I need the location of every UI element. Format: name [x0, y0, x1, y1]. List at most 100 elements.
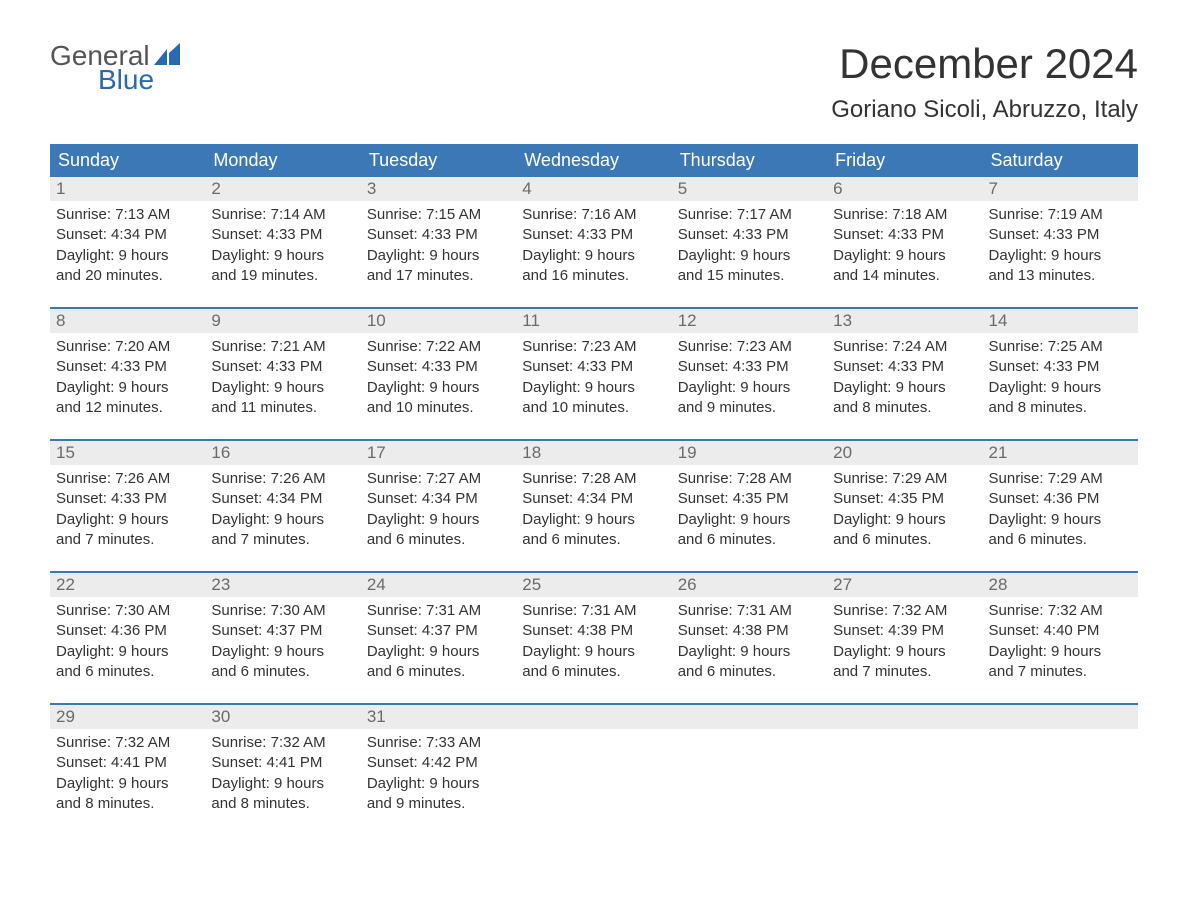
day-line-d2: and 10 minutes.: [367, 398, 510, 418]
day-line-sr: Sunrise: 7:21 AM: [211, 337, 354, 357]
day-line-d1: Daylight: 9 hours: [211, 642, 354, 662]
day-line-sr: Sunrise: 7:22 AM: [367, 337, 510, 357]
day-line-ss: Sunset: 4:33 PM: [211, 357, 354, 377]
day-line-sr: Sunrise: 7:24 AM: [833, 337, 976, 357]
day-cell: 10Sunrise: 7:22 AMSunset: 4:33 PMDayligh…: [361, 309, 516, 429]
day-line-d2: and 13 minutes.: [989, 266, 1132, 286]
day-body: Sunrise: 7:31 AMSunset: 4:38 PMDaylight:…: [672, 597, 827, 690]
day-number: 29: [50, 705, 205, 729]
day-cell: 28Sunrise: 7:32 AMSunset: 4:40 PMDayligh…: [983, 573, 1138, 693]
month-title: December 2024: [831, 40, 1138, 88]
day-line-d1: Daylight: 9 hours: [56, 510, 199, 530]
week-row: 22Sunrise: 7:30 AMSunset: 4:36 PMDayligh…: [50, 571, 1138, 693]
day-line-d1: Daylight: 9 hours: [989, 378, 1132, 398]
day-cell: 8Sunrise: 7:20 AMSunset: 4:33 PMDaylight…: [50, 309, 205, 429]
day-cell: [983, 705, 1138, 825]
day-body: Sunrise: 7:13 AMSunset: 4:34 PMDaylight:…: [50, 201, 205, 294]
day-line-ss: Sunset: 4:33 PM: [833, 357, 976, 377]
day-line-d1: Daylight: 9 hours: [211, 510, 354, 530]
day-number: 1: [50, 177, 205, 201]
day-cell: 31Sunrise: 7:33 AMSunset: 4:42 PMDayligh…: [361, 705, 516, 825]
day-body: Sunrise: 7:22 AMSunset: 4:33 PMDaylight:…: [361, 333, 516, 426]
day-line-d2: and 15 minutes.: [678, 266, 821, 286]
day-cell: 14Sunrise: 7:25 AMSunset: 4:33 PMDayligh…: [983, 309, 1138, 429]
day-line-d2: and 9 minutes.: [678, 398, 821, 418]
day-cell: 29Sunrise: 7:32 AMSunset: 4:41 PMDayligh…: [50, 705, 205, 825]
day-cell: [672, 705, 827, 825]
day-number: 8: [50, 309, 205, 333]
day-number: 21: [983, 441, 1138, 465]
day-cell: 30Sunrise: 7:32 AMSunset: 4:41 PMDayligh…: [205, 705, 360, 825]
day-line-d1: Daylight: 9 hours: [56, 378, 199, 398]
day-line-ss: Sunset: 4:41 PM: [56, 753, 199, 773]
week-row: 29Sunrise: 7:32 AMSunset: 4:41 PMDayligh…: [50, 703, 1138, 825]
day-of-week-header: Sunday Monday Tuesday Wednesday Thursday…: [50, 144, 1138, 177]
day-cell: 22Sunrise: 7:30 AMSunset: 4:36 PMDayligh…: [50, 573, 205, 693]
day-number: 7: [983, 177, 1138, 201]
day-line-ss: Sunset: 4:35 PM: [833, 489, 976, 509]
day-number: 5: [672, 177, 827, 201]
day-cell: 2Sunrise: 7:14 AMSunset: 4:33 PMDaylight…: [205, 177, 360, 297]
day-line-d1: Daylight: 9 hours: [522, 510, 665, 530]
day-line-sr: Sunrise: 7:32 AM: [211, 733, 354, 753]
day-line-d1: Daylight: 9 hours: [678, 510, 821, 530]
day-line-d2: and 19 minutes.: [211, 266, 354, 286]
day-line-d2: and 6 minutes.: [367, 530, 510, 550]
day-number: 16: [205, 441, 360, 465]
day-cell: 24Sunrise: 7:31 AMSunset: 4:37 PMDayligh…: [361, 573, 516, 693]
day-line-sr: Sunrise: 7:15 AM: [367, 205, 510, 225]
day-line-sr: Sunrise: 7:23 AM: [678, 337, 821, 357]
day-number: 30: [205, 705, 360, 729]
day-line-ss: Sunset: 4:38 PM: [678, 621, 821, 641]
day-number: 13: [827, 309, 982, 333]
day-line-d2: and 20 minutes.: [56, 266, 199, 286]
day-line-ss: Sunset: 4:33 PM: [56, 489, 199, 509]
day-number: 26: [672, 573, 827, 597]
day-line-d2: and 8 minutes.: [989, 398, 1132, 418]
day-line-sr: Sunrise: 7:20 AM: [56, 337, 199, 357]
day-number: 10: [361, 309, 516, 333]
day-number: 4: [516, 177, 671, 201]
day-line-d1: Daylight: 9 hours: [367, 642, 510, 662]
day-line-sr: Sunrise: 7:33 AM: [367, 733, 510, 753]
day-line-d2: and 7 minutes.: [211, 530, 354, 550]
day-body: Sunrise: 7:19 AMSunset: 4:33 PMDaylight:…: [983, 201, 1138, 294]
day-line-d2: and 6 minutes.: [56, 662, 199, 682]
day-body: Sunrise: 7:32 AMSunset: 4:39 PMDaylight:…: [827, 597, 982, 690]
day-body: Sunrise: 7:24 AMSunset: 4:33 PMDaylight:…: [827, 333, 982, 426]
day-cell: 4Sunrise: 7:16 AMSunset: 4:33 PMDaylight…: [516, 177, 671, 297]
day-cell: 9Sunrise: 7:21 AMSunset: 4:33 PMDaylight…: [205, 309, 360, 429]
day-line-sr: Sunrise: 7:29 AM: [833, 469, 976, 489]
day-body: Sunrise: 7:26 AMSunset: 4:33 PMDaylight:…: [50, 465, 205, 558]
day-line-sr: Sunrise: 7:17 AM: [678, 205, 821, 225]
day-line-d1: Daylight: 9 hours: [211, 246, 354, 266]
dow-saturday: Saturday: [983, 144, 1138, 177]
day-line-d1: Daylight: 9 hours: [678, 378, 821, 398]
day-line-ss: Sunset: 4:33 PM: [367, 225, 510, 245]
day-cell: 23Sunrise: 7:30 AMSunset: 4:37 PMDayligh…: [205, 573, 360, 693]
day-line-d1: Daylight: 9 hours: [367, 510, 510, 530]
day-body: Sunrise: 7:21 AMSunset: 4:33 PMDaylight:…: [205, 333, 360, 426]
day-cell: 20Sunrise: 7:29 AMSunset: 4:35 PMDayligh…: [827, 441, 982, 561]
day-line-sr: Sunrise: 7:18 AM: [833, 205, 976, 225]
day-line-sr: Sunrise: 7:23 AM: [522, 337, 665, 357]
location-title: Goriano Sicoli, Abruzzo, Italy: [831, 96, 1138, 124]
day-line-ss: Sunset: 4:33 PM: [367, 357, 510, 377]
day-line-d1: Daylight: 9 hours: [367, 246, 510, 266]
week-row: 15Sunrise: 7:26 AMSunset: 4:33 PMDayligh…: [50, 439, 1138, 561]
day-line-d2: and 14 minutes.: [833, 266, 976, 286]
day-cell: [516, 705, 671, 825]
day-body: Sunrise: 7:26 AMSunset: 4:34 PMDaylight:…: [205, 465, 360, 558]
day-line-ss: Sunset: 4:33 PM: [833, 225, 976, 245]
logo-text-blue: Blue: [98, 64, 154, 96]
day-line-d2: and 6 minutes.: [367, 662, 510, 682]
day-line-sr: Sunrise: 7:16 AM: [522, 205, 665, 225]
day-line-ss: Sunset: 4:34 PM: [211, 489, 354, 509]
day-cell: 1Sunrise: 7:13 AMSunset: 4:34 PMDaylight…: [50, 177, 205, 297]
day-line-d1: Daylight: 9 hours: [56, 246, 199, 266]
day-line-d2: and 8 minutes.: [833, 398, 976, 418]
day-line-d2: and 6 minutes.: [211, 662, 354, 682]
day-line-d1: Daylight: 9 hours: [678, 642, 821, 662]
day-cell: 11Sunrise: 7:23 AMSunset: 4:33 PMDayligh…: [516, 309, 671, 429]
day-line-ss: Sunset: 4:40 PM: [989, 621, 1132, 641]
